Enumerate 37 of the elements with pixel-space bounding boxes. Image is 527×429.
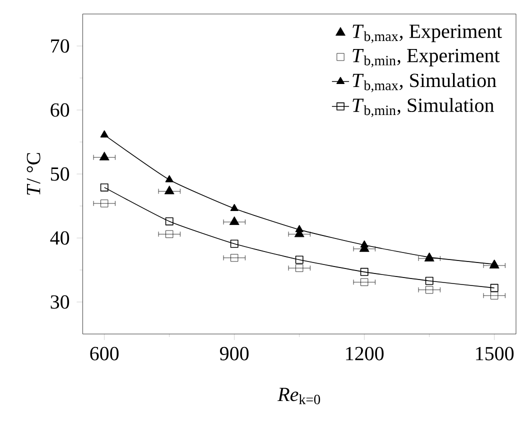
point bbox=[360, 240, 368, 248]
point bbox=[295, 225, 304, 232]
point bbox=[490, 292, 498, 300]
y-tick-label: 60 bbox=[50, 103, 70, 117]
point bbox=[490, 284, 498, 292]
point bbox=[165, 217, 174, 226]
point bbox=[360, 278, 368, 286]
point bbox=[99, 152, 110, 160]
point bbox=[230, 240, 238, 248]
point bbox=[360, 268, 368, 276]
point bbox=[100, 130, 108, 138]
legend-label: T$_{b,min}$, Experiment bbox=[352, 48, 500, 68]
y-tick-label: 50 bbox=[51, 167, 70, 181]
point bbox=[100, 200, 108, 208]
point bbox=[100, 183, 108, 192]
legend-label: T$_{b,max}$, Experiment bbox=[352, 24, 502, 44]
y-tick-label: 70 bbox=[51, 39, 70, 53]
point bbox=[229, 216, 240, 225]
point bbox=[230, 254, 238, 262]
x-tick-label: 900 bbox=[220, 346, 249, 360]
legend-label: T$_{b,min}$, Simulation bbox=[352, 98, 494, 118]
point bbox=[166, 230, 174, 238]
point bbox=[165, 175, 174, 182]
x-axis-title: Re$_{k=0}$ bbox=[278, 388, 320, 404]
x-tick-label: 600 bbox=[90, 346, 119, 360]
point bbox=[295, 256, 304, 264]
point bbox=[425, 276, 434, 285]
point bbox=[296, 264, 304, 272]
x-tick-label: 1200 bbox=[346, 346, 384, 360]
point bbox=[426, 286, 434, 294]
y-tick-label: 40 bbox=[50, 231, 70, 245]
x-tick-label: 1500 bbox=[476, 346, 514, 360]
point bbox=[164, 186, 174, 194]
point bbox=[230, 204, 238, 212]
y-tick-label: 30 bbox=[50, 295, 70, 309]
y-axis-title: T/ °C bbox=[26, 153, 40, 195]
legend-label: T$_{b,max}$, Simulation bbox=[352, 73, 496, 92]
